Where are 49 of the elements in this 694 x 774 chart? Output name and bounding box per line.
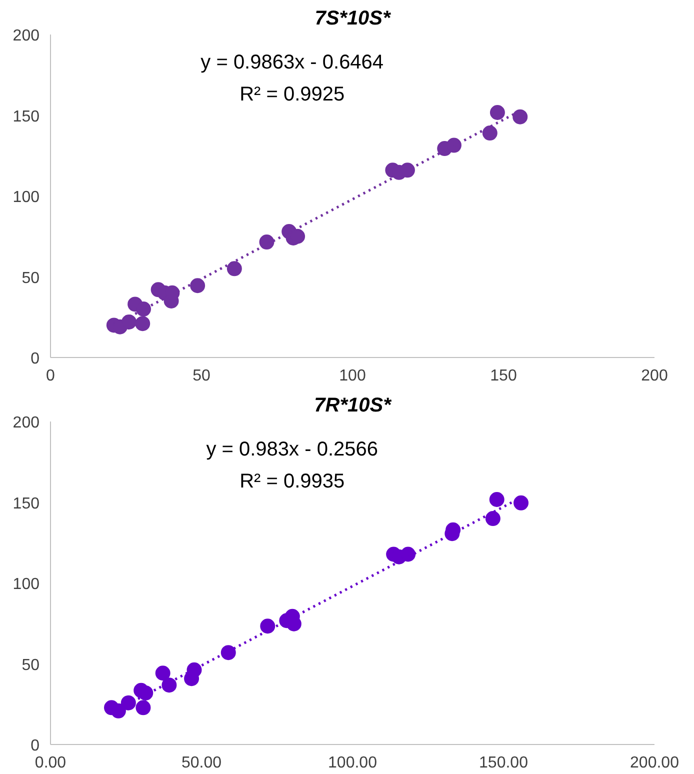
point <box>138 685 154 700</box>
point <box>220 645 236 660</box>
point <box>120 695 136 710</box>
x-tick-label: 0 <box>46 368 56 384</box>
y-tick-label: 100 <box>12 576 40 593</box>
point <box>514 495 529 510</box>
point <box>400 162 415 178</box>
x-tick-label: 200 <box>641 368 668 384</box>
point <box>512 109 528 124</box>
point <box>485 511 500 526</box>
annotation: R² = 0.9935 <box>240 470 345 493</box>
x-tick-label: 150.00 <box>479 754 528 772</box>
point <box>400 546 416 562</box>
y-tick-label: 50 <box>22 270 40 287</box>
annotation: y = 0.983x - 0.2566 <box>206 438 378 460</box>
y-tick-label: 0 <box>30 738 40 754</box>
y-tick-label: 50 <box>22 656 40 674</box>
x-tick-label: 0.00 <box>34 754 66 772</box>
point <box>190 278 206 294</box>
y-tick-label: 200 <box>12 28 40 44</box>
point <box>260 618 276 634</box>
point <box>122 314 137 330</box>
point <box>446 138 462 153</box>
x-tick-label: 50.00 <box>181 754 222 772</box>
y-tick-label: 150 <box>12 495 40 512</box>
x-tick-label: 100.00 <box>328 754 378 772</box>
point <box>186 662 202 678</box>
point <box>135 316 150 332</box>
point <box>155 666 170 681</box>
annotation: y = 0.9863x - 0.6464 <box>200 51 384 74</box>
y-tick-label: 100 <box>12 189 40 206</box>
point <box>259 234 274 250</box>
annotation: R² = 0.9925 <box>240 84 345 106</box>
point <box>490 105 505 120</box>
point <box>489 492 504 507</box>
chart-title: 7R*10S* <box>314 394 392 416</box>
point <box>136 700 151 716</box>
y-tick-label: 200 <box>12 414 40 432</box>
x-tick-label: 100 <box>339 368 366 384</box>
y-tick-label: 150 <box>12 108 40 126</box>
x-tick-label: 50 <box>192 368 210 384</box>
x-tick-label: 200.00 <box>630 754 680 772</box>
y-tick-label: 0 <box>30 350 40 368</box>
point <box>162 678 177 693</box>
point <box>482 126 498 140</box>
point <box>226 261 242 276</box>
chart-title: 7S*10S* <box>314 8 392 30</box>
x-tick-label: 150 <box>490 368 517 384</box>
point <box>136 302 152 317</box>
